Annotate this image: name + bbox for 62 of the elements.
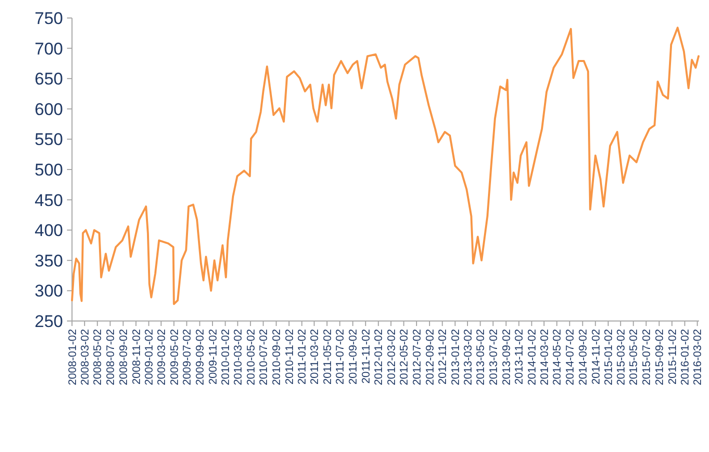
x-tick-label: 2010-11-02 (284, 329, 296, 384)
x-tick-label: 2008-07-02 (105, 329, 118, 386)
x-tick-label: 2012-03-02 (386, 329, 398, 386)
x-tick-label: 2012-05-02 (398, 329, 411, 386)
x-tick-label: 2015-07-02 (641, 329, 654, 386)
x-tick-label: 2010-01-02 (220, 329, 232, 386)
x-tick-label: 2010-09-02 (271, 329, 284, 386)
y-tick-label: 400 (34, 221, 63, 240)
y-tick-label: 600 (34, 100, 63, 119)
x-tick-label: 2011-11-02 (360, 329, 372, 384)
x-tick-label: 2016-03-02 (692, 329, 704, 386)
x-tick-label: 2008-11-02 (130, 329, 143, 384)
x-tick-label: 2012-09-02 (424, 329, 436, 386)
x-tick-label: 2013-01-02 (450, 329, 462, 386)
x-tick-label: 2009-11-02 (207, 329, 220, 384)
x-tick-label: 2009-05-02 (168, 329, 181, 386)
y-tick-label: 300 (34, 282, 63, 301)
x-tick-label: 2008-03-02 (79, 329, 92, 386)
x-tick-label: 2016-01-02 (680, 329, 692, 386)
x-tick-label: 2015-05-02 (628, 329, 640, 386)
x-tick-label: 2011-07-02 (334, 329, 347, 384)
x-tick-label: 2008-01-02 (66, 329, 79, 386)
x-tick-label: 2015-11-02 (666, 329, 679, 384)
x-tick-label: 2014-01-02 (526, 329, 539, 386)
x-tick-label: 2012-07-02 (411, 329, 424, 386)
y-tick-label: 500 (34, 160, 63, 180)
x-tick-label: 2014-11-02 (590, 329, 602, 384)
y-tick-label: 350 (34, 251, 63, 270)
x-tick-label: 2010-03-02 (232, 329, 245, 386)
x-tick-label: 2012-11-02 (437, 329, 450, 384)
x-tick-label: 2015-03-02 (615, 329, 628, 386)
y-tick-label: 550 (34, 130, 63, 150)
x-tick-label: 2010-05-02 (245, 329, 258, 386)
y-tick-label: 250 (34, 312, 63, 331)
x-tick-label: 2009-07-02 (182, 329, 194, 386)
x-tick-label: 2013-03-02 (462, 329, 474, 386)
x-tick-label: 2012-01-02 (373, 329, 386, 386)
x-tick-label: 2009-01-02 (144, 329, 156, 386)
x-tick-label: 2011-09-02 (348, 329, 360, 384)
x-tick-label: 2009-09-02 (194, 329, 207, 386)
x-tick-label: 2013-09-02 (500, 329, 513, 386)
x-tick-label: 2008-05-02 (92, 329, 104, 386)
x-tick-label: 2008-09-02 (118, 329, 130, 386)
x-tick-label: 2011-01-02 (296, 329, 309, 384)
y-tick-label: 700 (34, 39, 63, 58)
x-tick-label: 2013-05-02 (475, 329, 488, 386)
x-tick-label: 2014-07-02 (564, 329, 576, 386)
x-tick-label: 2015-09-02 (654, 329, 666, 386)
x-tick-label: 2013-07-02 (488, 329, 500, 386)
x-tick-label: 2010-07-02 (258, 329, 270, 386)
x-tick-label: 2014-09-02 (577, 329, 590, 386)
x-tick-label: 2014-05-02 (552, 329, 564, 386)
x-tick-label: 2011-03-02 (309, 329, 322, 384)
line-series (71, 26, 700, 306)
y-tick-label: 750 (34, 8, 63, 28)
x-tick-label: 2013-11-02 (514, 329, 526, 384)
x-tick-label: 2014-03-02 (538, 329, 551, 386)
y-tick-label: 450 (34, 190, 63, 210)
x-tick-label: 2011-05-02 (322, 329, 334, 384)
y-tick-label: 650 (34, 70, 63, 89)
x-tick-label: 2015-01-02 (603, 329, 616, 386)
x-tick-label: 2009-03-02 (156, 329, 168, 386)
